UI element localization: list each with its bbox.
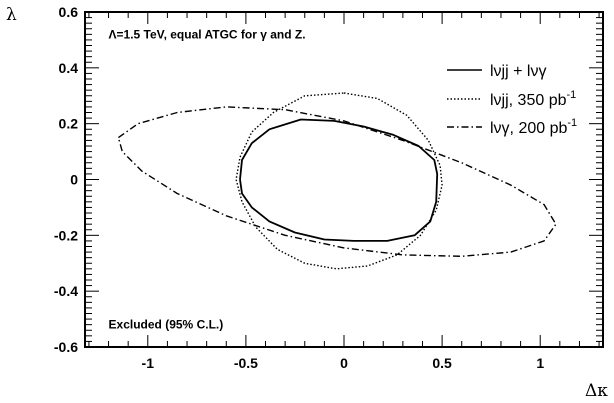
contour-combined — [239, 118, 439, 242]
annotation-lambda: Λ=1.5 TeV, equal ATGC for γ and Z. — [109, 27, 306, 41]
legend-label-lvjj-sup: -1 — [567, 89, 577, 101]
y-ticks: -0.6 -0.4 -0.2 0 0.2 0.4 0.6 — [54, 4, 603, 355]
legend-label-lvg-sup: -1 — [567, 117, 577, 129]
y-tick-label: 0.4 — [59, 60, 79, 76]
legend-label-lvg-main: lνγ, 200 pb — [490, 120, 567, 137]
legend-label-lvjj-main: lνjj, 350 pb — [490, 92, 567, 109]
contour-lvjj — [235, 92, 443, 270]
series-layer — [117, 92, 557, 270]
legend-label-combined: lνjj + lνγ — [490, 63, 546, 80]
y-tick-label: -0.6 — [54, 339, 78, 355]
x-tick-label: -0.5 — [234, 355, 258, 371]
x-ticks: -1 -0.5 0 0.5 1 — [88, 12, 600, 371]
annotation-excluded: Excluded (95% C.L.) — [109, 318, 224, 332]
x-tick-label: 0.5 — [432, 355, 452, 371]
y-tick-label: -0.2 — [54, 227, 78, 243]
y-tick-label: 0.2 — [59, 116, 79, 132]
x-axis-label: Δκ — [585, 381, 608, 401]
legend-label-lvg: lνγ, 200 pb-1 — [490, 117, 577, 137]
x-tick-label: 1 — [536, 355, 544, 371]
x-tick-label: -1 — [142, 355, 155, 371]
y-tick-label: 0 — [70, 172, 78, 188]
legend-label-lvjj: lνjj, 350 pb-1 — [490, 89, 576, 109]
legend: lνjj + lνγ lνjj, 350 pb-1 lνγ, 200 pb-1 — [447, 63, 577, 137]
y-tick-label: -0.4 — [54, 283, 78, 299]
y-axis-label: λ — [6, 5, 17, 25]
y-tick-label: 0.6 — [59, 4, 79, 20]
x-tick-label: 0 — [340, 355, 348, 371]
contour-lvg — [117, 106, 557, 257]
